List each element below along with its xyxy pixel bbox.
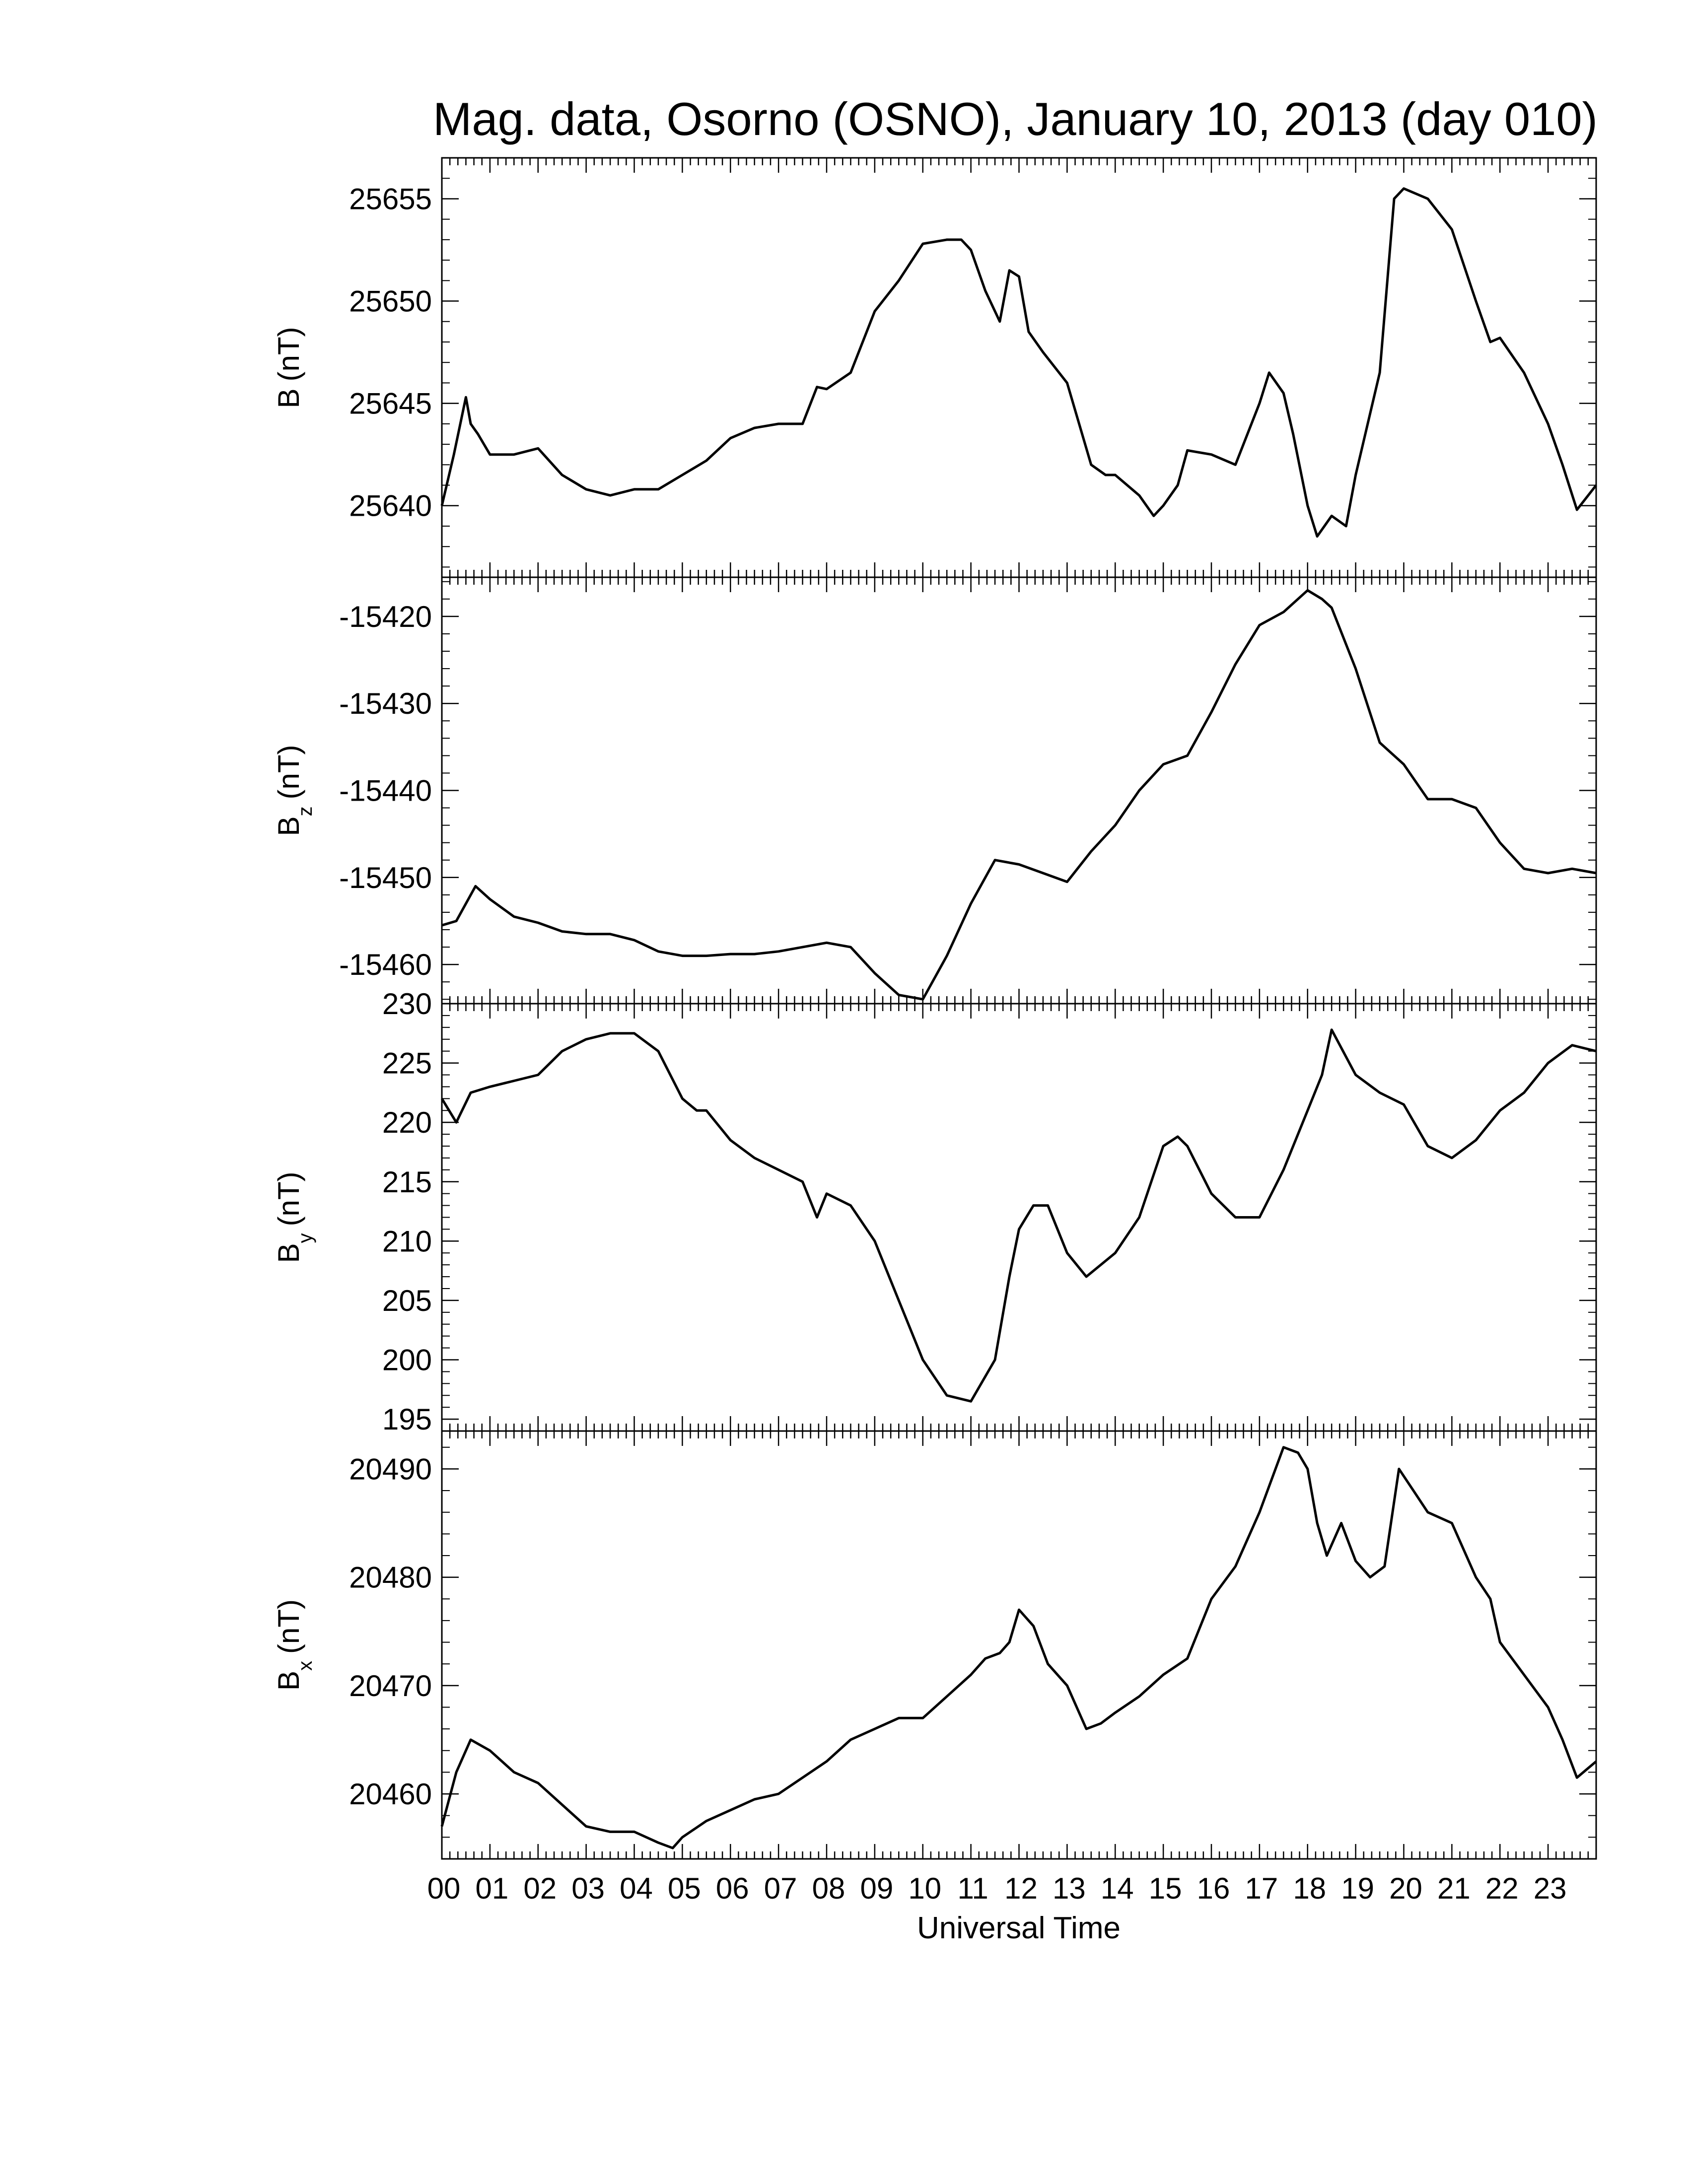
y-axis-label-unit: (nT) (272, 327, 305, 381)
series-line-Bx (440, 1446, 1597, 1849)
y-tick-label: 225 (382, 1047, 432, 1080)
y-tick-label: 25655 (349, 182, 432, 215)
series-line-B (440, 187, 1597, 538)
x-tick-label: 01 (476, 1872, 509, 1905)
x-tick-label: 12 (1004, 1872, 1038, 1905)
panels: 25640256452565025655B(nT)-15460-15450-15… (272, 157, 1597, 1860)
y-axis-label-main: B (272, 1243, 305, 1263)
y-tick-label: 25645 (349, 387, 432, 420)
x-tick-label: 03 (571, 1872, 605, 1905)
series-line-By (440, 1028, 1597, 1403)
y-tick-label: -15440 (339, 774, 432, 808)
x-tick-label: 19 (1341, 1872, 1374, 1905)
x-tick-label: 16 (1197, 1872, 1230, 1905)
x-tick-label: 11 (957, 1872, 988, 1905)
x-tick-label: 22 (1485, 1872, 1519, 1905)
y-tick-label: 20480 (349, 1561, 432, 1594)
y-axis-label: By (nT) (272, 1171, 316, 1263)
y-axis-label: B (nT) (272, 327, 305, 408)
y-tick-label: 20470 (349, 1669, 432, 1703)
y-axis-label-sub: z (294, 806, 316, 816)
y-tick-label: 200 (382, 1344, 432, 1377)
panel-Bx: 20460 20470 20480 20490 Bx (nT) (272, 1430, 1597, 1860)
x-tick-label: 17 (1245, 1872, 1278, 1905)
panel-Bz: -15460 -15450 -15440 -15430 -15420 Bz (nT) (272, 576, 1597, 1005)
x-tick-label: 04 (620, 1872, 653, 1905)
x-tick-label: 00 (427, 1872, 461, 1905)
y-tick-label: 25640 (349, 489, 432, 523)
x-axis-title: Universal Time (917, 1911, 1121, 1945)
y-axis-label: Bz (nT) (272, 745, 316, 836)
y-tick-label: -15420 (339, 600, 432, 633)
x-tick-label: 05 (668, 1872, 701, 1905)
y-tick-label: 220 (382, 1106, 432, 1139)
y-tick-label: -15450 (339, 861, 432, 894)
x-tick-label: 14 (1101, 1872, 1134, 1905)
y-tick-label: 215 (382, 1165, 432, 1199)
x-tick-label: 15 (1149, 1872, 1182, 1905)
panel-B: 25640 25645 25650 25655 B (nT) (272, 157, 1597, 578)
y-axis-label-main: B (272, 388, 305, 408)
y-tick-label: -15460 (339, 948, 432, 981)
x-tick-label: 06 (716, 1872, 749, 1905)
y-axis-label-main: B (272, 1671, 305, 1691)
x-tick-label: 08 (812, 1872, 845, 1905)
y-axis-label-unit: (nT) (272, 745, 305, 799)
y-tick-label: -15430 (339, 687, 432, 720)
x-tick-label: 20 (1389, 1872, 1422, 1905)
x-tick-labels: 00 01 02 03 04 05 06 07 08 09 10 11 12 13 14 15 16 17 18 19… (427, 1872, 1567, 1905)
y-axis-label-sub: y (294, 1233, 316, 1243)
series-line-Bz (441, 589, 1597, 1001)
x-tick-label: 23 (1534, 1872, 1567, 1905)
x-tick-label: 18 (1293, 1872, 1326, 1905)
x-tick-label: 21 (1437, 1872, 1471, 1905)
y-axis-label-unit: (nT) (272, 1599, 305, 1654)
y-tick-label: 230 (382, 987, 432, 1021)
y-tick-label: 210 (382, 1225, 432, 1258)
x-tick-label: 10 (908, 1872, 941, 1905)
y-axis-label: Bx (nT) (272, 1599, 316, 1691)
y-axis-label-main: B (272, 816, 305, 836)
chart-title: Mag. data, Osorno (OSNO), January 10, 20… (433, 93, 1598, 145)
x-tick-label: 13 (1053, 1872, 1086, 1905)
y-tick-label: 20490 (349, 1452, 432, 1486)
y-axis-label-unit: (nT) (272, 1171, 305, 1226)
x-tick-label: 09 (860, 1872, 894, 1905)
y-axis-label-sub: x (294, 1661, 316, 1671)
y-tick-label: 25650 (349, 285, 432, 318)
y-tick-label: 205 (382, 1284, 432, 1317)
x-tick-label: 02 (523, 1872, 557, 1905)
y-tick-label: 195 (382, 1403, 432, 1436)
x-tick-label: 07 (764, 1872, 797, 1905)
y-tick-label: 20460 (349, 1777, 432, 1811)
